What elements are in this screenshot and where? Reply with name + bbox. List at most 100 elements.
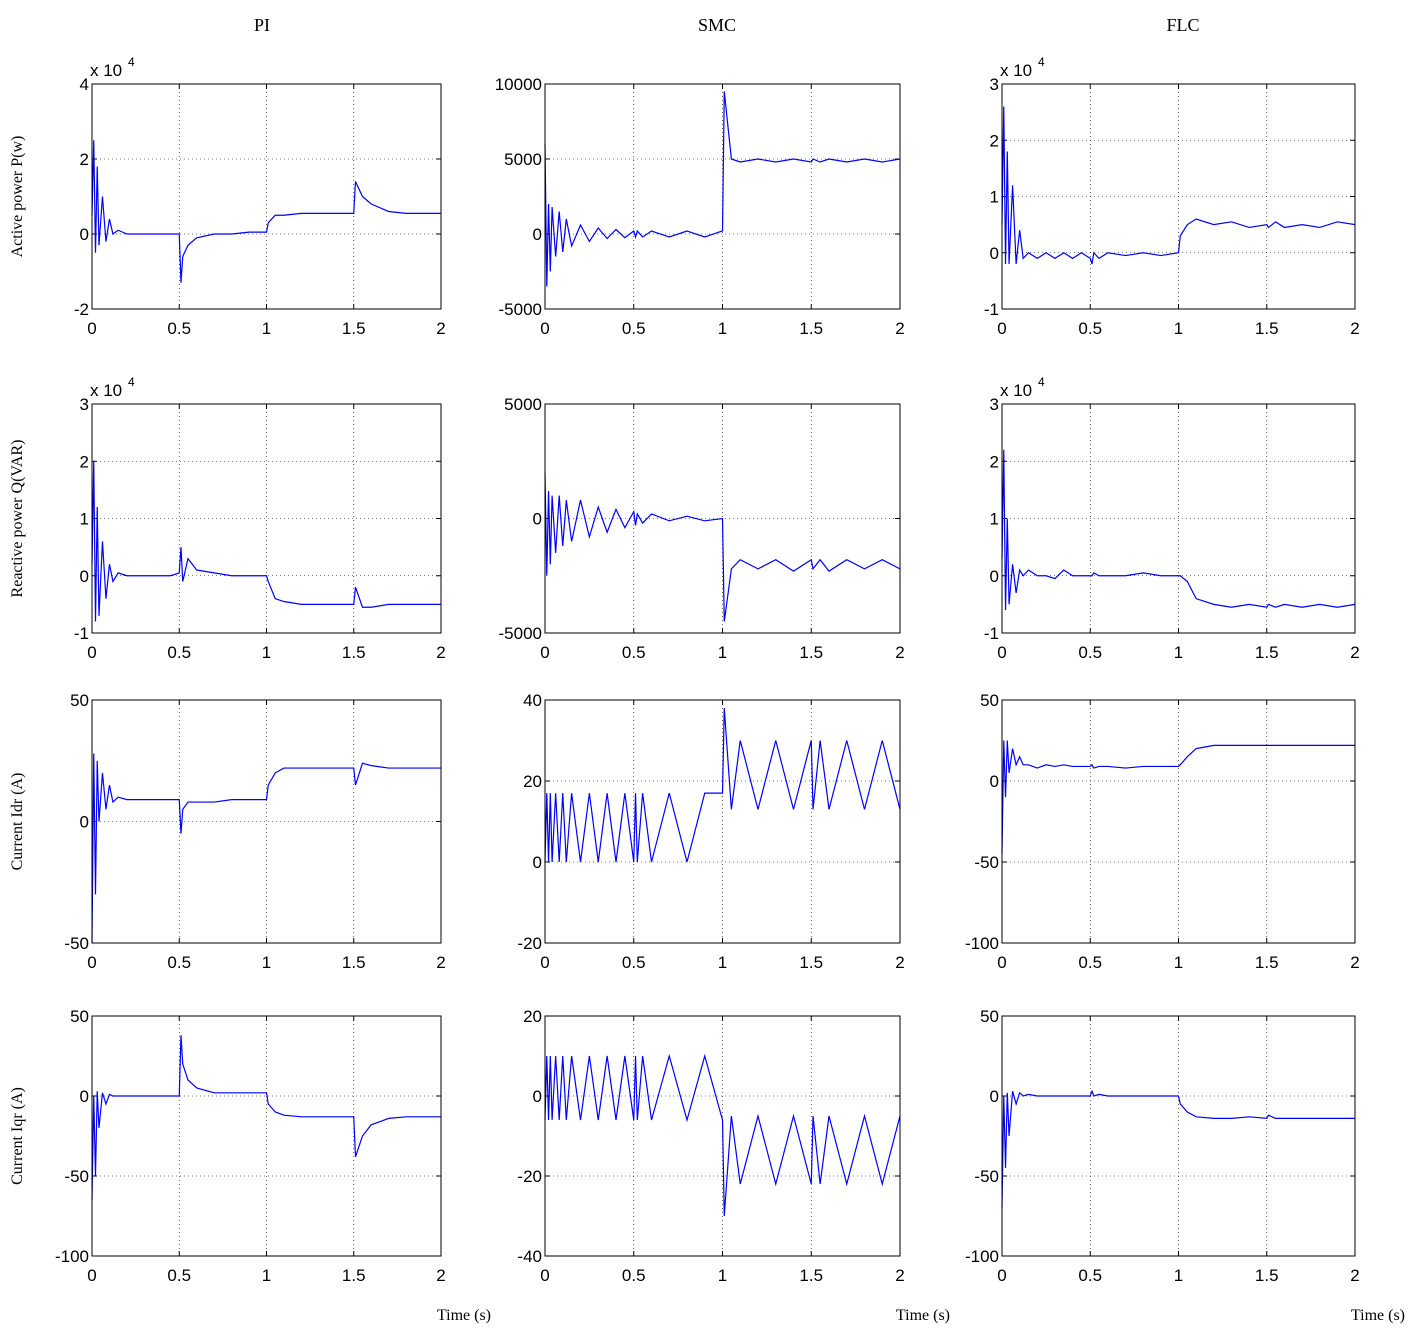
x-tick-label: 0 bbox=[997, 1266, 1006, 1285]
y-tick-label: 0 bbox=[990, 1087, 999, 1106]
y-tick-label: 0 bbox=[533, 853, 542, 872]
y-multiplier: x 10 bbox=[1000, 61, 1032, 80]
x-tick-label: 2 bbox=[895, 1266, 904, 1285]
x-tick-label: 1 bbox=[1174, 953, 1183, 972]
x-tick-label: 2 bbox=[436, 643, 445, 662]
data-line bbox=[544, 91, 901, 287]
x-tick-label: 0 bbox=[997, 953, 1006, 972]
axes-box bbox=[544, 699, 901, 944]
y-tick-label: 10000 bbox=[495, 75, 542, 94]
x-tick-label: 2 bbox=[436, 319, 445, 338]
x-tick-label: 1 bbox=[1174, 319, 1183, 338]
x-tick-label: 0.5 bbox=[622, 643, 646, 662]
y-tick-label: 5000 bbox=[504, 395, 542, 414]
y-tick-label: -1 bbox=[74, 624, 89, 643]
y-tick-label: -5000 bbox=[499, 624, 542, 643]
column-title: SMC bbox=[698, 15, 736, 35]
y-multiplier: x 10 bbox=[1000, 381, 1032, 400]
y-tick-label: 3 bbox=[990, 395, 999, 414]
x-tick-label: 0 bbox=[87, 953, 96, 972]
y-tick-label: -100 bbox=[965, 1247, 999, 1266]
y-tick-label: 50 bbox=[70, 1007, 89, 1026]
x-tick-label: 2 bbox=[1350, 319, 1359, 338]
column-title: PI bbox=[254, 15, 270, 35]
x-tick-label: 0.5 bbox=[622, 1266, 646, 1285]
x-tick-label: 2 bbox=[436, 953, 445, 972]
x-tick-label: 1.5 bbox=[342, 643, 366, 662]
y-tick-label: 50 bbox=[70, 691, 89, 710]
axes-box bbox=[91, 403, 442, 634]
y-tick-label: -20 bbox=[517, 1167, 542, 1186]
data-line bbox=[1001, 449, 1356, 611]
y-tick-label: -40 bbox=[517, 1247, 542, 1266]
data-line bbox=[91, 753, 441, 944]
y-tick-label: 3 bbox=[990, 75, 999, 94]
y-tick-label: 0 bbox=[80, 225, 89, 244]
x-tick-label: 0 bbox=[87, 319, 96, 338]
x-tick-label: 0.5 bbox=[622, 953, 646, 972]
y-tick-label: 2 bbox=[80, 150, 89, 169]
data-line bbox=[91, 461, 441, 622]
axes-box bbox=[1001, 699, 1356, 944]
y-axis-label: Active power P(w) bbox=[9, 136, 26, 258]
y-tick-label: -50 bbox=[974, 853, 999, 872]
x-tick-label: 1 bbox=[262, 643, 271, 662]
y-tick-label: 5000 bbox=[504, 150, 542, 169]
x-tick-label: 2 bbox=[1350, 953, 1359, 972]
x-tick-label: 0 bbox=[540, 1266, 549, 1285]
y-tick-label: -50 bbox=[64, 934, 89, 953]
x-tick-label: 0.5 bbox=[167, 319, 191, 338]
y-tick-label: 3 bbox=[80, 395, 89, 414]
data-line bbox=[544, 472, 901, 622]
y-tick-label: 2 bbox=[990, 452, 999, 471]
axes-box bbox=[1001, 403, 1356, 634]
x-tick-label: 1.5 bbox=[1255, 953, 1279, 972]
x-tick-label: 0.5 bbox=[1078, 1266, 1102, 1285]
x-tick-label: 1.5 bbox=[1255, 319, 1279, 338]
y-tick-label: 0 bbox=[80, 813, 89, 832]
x-tick-label: 1 bbox=[262, 319, 271, 338]
x-tick-label: 2 bbox=[1350, 1266, 1359, 1285]
x-tick-label: 2 bbox=[436, 1266, 445, 1285]
x-tick-label: 1 bbox=[262, 1266, 271, 1285]
x-tick-label: 0.5 bbox=[167, 1266, 191, 1285]
x-axis-label: Time (s) bbox=[437, 1307, 491, 1324]
x-tick-label: 0.5 bbox=[167, 643, 191, 662]
y-tick-label: 0 bbox=[80, 567, 89, 586]
x-tick-label: 1.5 bbox=[799, 1266, 823, 1285]
y-tick-label: 0 bbox=[533, 1087, 542, 1106]
y-tick-label: 2 bbox=[80, 452, 89, 471]
y-tick-label: -2 bbox=[74, 300, 89, 319]
x-tick-label: 0 bbox=[540, 643, 549, 662]
x-axis-label: Time (s) bbox=[896, 1307, 950, 1324]
y-tick-label: 1 bbox=[990, 188, 999, 207]
y-tick-label: 50 bbox=[980, 1007, 999, 1026]
x-tick-label: 0 bbox=[997, 643, 1006, 662]
data-line bbox=[91, 140, 441, 283]
x-tick-label: 2 bbox=[1350, 643, 1359, 662]
data-line bbox=[1001, 106, 1356, 265]
x-tick-label: 1 bbox=[718, 319, 727, 338]
x-tick-label: 1 bbox=[1174, 1266, 1183, 1285]
x-tick-label: 1 bbox=[718, 1266, 727, 1285]
y-tick-label: 0 bbox=[533, 510, 542, 529]
y-tick-label: -20 bbox=[517, 934, 542, 953]
x-tick-label: 2 bbox=[895, 319, 904, 338]
y-multiplier-power: 4 bbox=[1038, 55, 1045, 69]
y-axis-label: Current Iqr (A) bbox=[9, 1087, 26, 1185]
y-tick-label: -50 bbox=[64, 1167, 89, 1186]
y-axis-label: Reactive power Q(VAR) bbox=[9, 440, 26, 598]
y-axis-label: Current Idr (A) bbox=[9, 773, 26, 871]
axes-box bbox=[91, 1015, 442, 1257]
y-multiplier-power: 4 bbox=[128, 375, 135, 389]
x-tick-label: 1 bbox=[262, 953, 271, 972]
x-tick-label: 1 bbox=[718, 643, 727, 662]
y-tick-label: 2 bbox=[990, 131, 999, 150]
y-tick-label: 0 bbox=[990, 244, 999, 263]
data-line bbox=[91, 1035, 441, 1201]
column-title: FLC bbox=[1166, 15, 1199, 35]
axes-box bbox=[1001, 1015, 1356, 1257]
x-tick-label: 0 bbox=[540, 953, 549, 972]
y-tick-label: 4 bbox=[80, 75, 89, 94]
